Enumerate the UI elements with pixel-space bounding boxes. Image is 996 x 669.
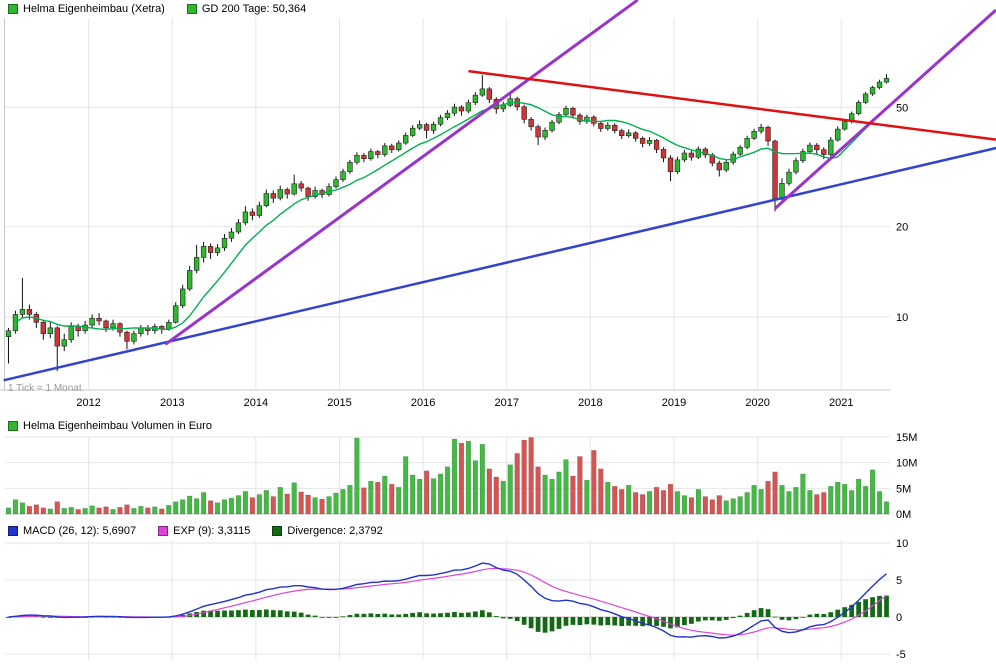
gd200-swatch-icon [186, 4, 197, 14]
axis-label: 2015 [327, 397, 351, 409]
axis-label: 10 [896, 538, 908, 550]
volume-swatch-icon [8, 421, 18, 431]
axis-label: 2013 [160, 397, 184, 409]
trendline-uptrend-2013 [164, 0, 639, 346]
axis-label: -5 [896, 649, 906, 661]
axis-label: 20 [896, 222, 908, 234]
legend-divergence: Divergence: 2,3792 [272, 525, 383, 537]
axis-label: 2014 [244, 397, 268, 409]
volume-legend: Helma Eigenheimbau Volumen in Euro [8, 420, 212, 432]
macd-swatch-icon [8, 526, 18, 536]
exp9-swatch-icon [158, 526, 169, 536]
axis-label: 50 [896, 102, 908, 114]
legend-volume-series: Helma Eigenheimbau Volumen in Euro [8, 420, 212, 432]
macd-label: MACD (26, 12): 5,6907 [23, 525, 137, 537]
axis-label: 2018 [578, 397, 602, 409]
macd-panel [6, 562, 889, 639]
gd200-line [15, 101, 887, 331]
legend-macd: MACD (26, 12): 5,6907 [8, 525, 136, 537]
axis-label: 2012 [76, 397, 100, 409]
axis-label: 0 [896, 612, 902, 624]
legend-gd200: GD 200 Tage: 50,364 [186, 3, 307, 15]
axis-label: 2021 [829, 397, 853, 409]
price-series-label: Helma Eigenheimbau (Xetra) [23, 3, 165, 15]
exp9-label: EXP (9): 3,3115 [173, 525, 251, 537]
price-panel [5, 74, 890, 372]
divergence-label: Divergence: 2,3792 [287, 525, 383, 537]
tick-interval-note: 1 Tick = 1 Monat [8, 383, 82, 394]
axis-label: 5 [896, 575, 902, 587]
volume-label: Helma Eigenheimbau Volumen in Euro [23, 420, 212, 432]
price-legend: Helma Eigenheimbau (Xetra) GD 200 Tage: … [8, 3, 306, 15]
trendline-long-term-support [3, 146, 996, 382]
macd-legend: MACD (26, 12): 5,6907 EXP (9): 3,3115 Di… [8, 525, 383, 537]
trendline-downtrend-2016 [468, 69, 996, 141]
price-series-swatch-icon [8, 4, 18, 14]
divergence-swatch-icon [272, 526, 283, 536]
gd200-label: GD 200 Tage: 50,364 [201, 3, 307, 15]
axis-label: 0M [896, 509, 911, 521]
trendlines [3, 0, 996, 382]
legend-exp9: EXP (9): 3,3115 [158, 525, 250, 537]
macd-line [8, 562, 887, 639]
trendline-uptrend-2020 [774, 8, 996, 210]
axis-label: 2016 [411, 397, 435, 409]
legend-price-series: Helma Eigenheimbau (Xetra) [8, 3, 165, 15]
axis-label: 2017 [494, 397, 518, 409]
axis-label: 10M [896, 458, 917, 470]
axis-label: 2020 [745, 397, 769, 409]
volume-panel [5, 437, 890, 515]
axis-label: 2019 [662, 397, 686, 409]
axis-label: 5M [896, 483, 911, 495]
axis-label: 15M [896, 432, 917, 444]
axis-label: 10 [896, 312, 908, 324]
